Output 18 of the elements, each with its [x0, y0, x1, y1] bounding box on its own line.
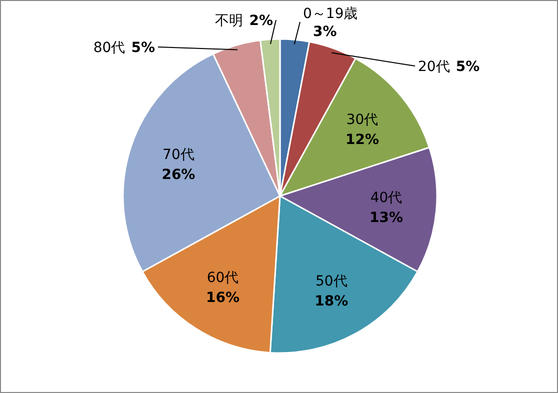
slice-label: 0～19歳 [303, 6, 358, 22]
data-label: 26% [162, 167, 196, 184]
data-label: 18% [314, 294, 348, 310]
data-label: 5% [131, 40, 155, 56]
slice-label: 40代 [370, 190, 402, 206]
data-label: 13% [370, 210, 404, 226]
slice-label: 20代 [418, 59, 450, 75]
slice-label: 30代 [346, 112, 378, 128]
slice-label: 70代 [162, 147, 194, 164]
data-label: 2% [249, 13, 273, 29]
data-label: 16% [206, 290, 240, 306]
slice-label: 60代 [206, 270, 239, 286]
data-label: 3% [313, 24, 337, 40]
data-label: 12% [346, 132, 380, 148]
slice-label: 80代 [93, 40, 126, 56]
data-label: 5% [456, 59, 480, 75]
slice-label: 50代 [316, 274, 348, 290]
slice-label: 不明 [215, 13, 244, 29]
